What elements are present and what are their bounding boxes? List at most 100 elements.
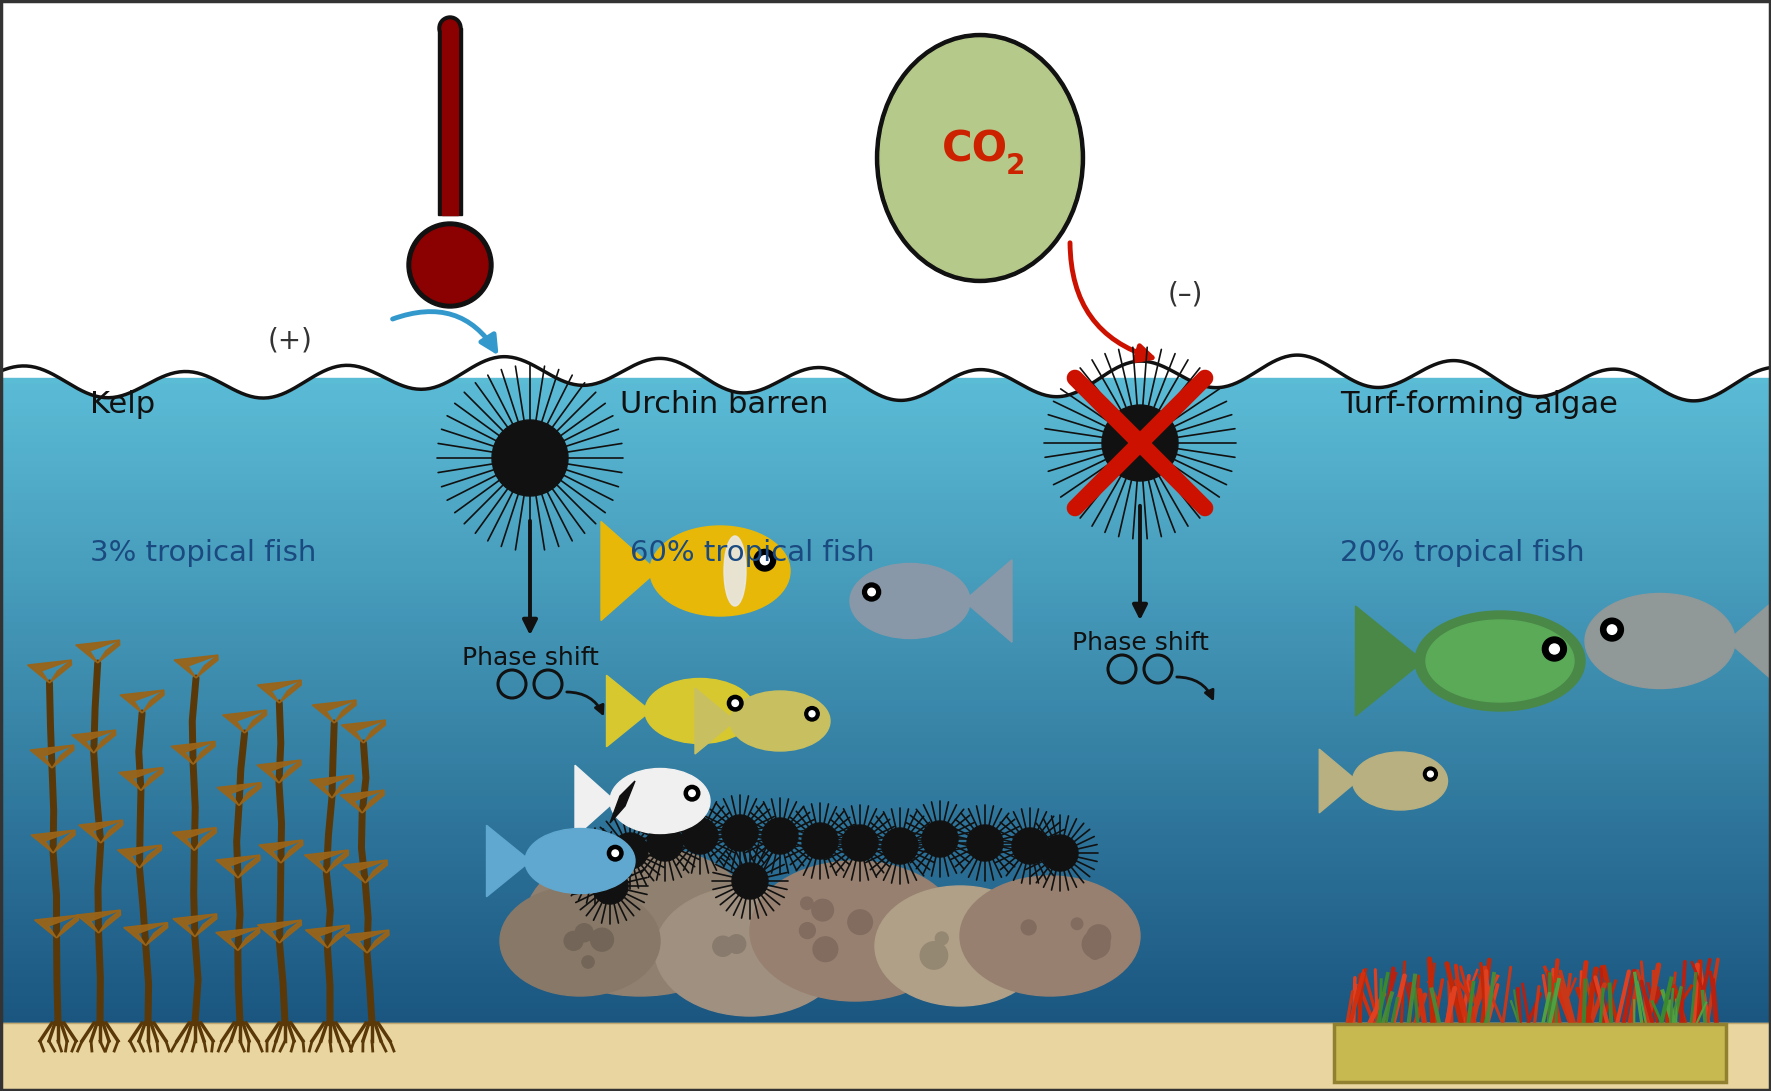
Circle shape: [646, 825, 684, 861]
Polygon shape: [728, 580, 754, 611]
Polygon shape: [0, 597, 1771, 603]
Polygon shape: [120, 691, 165, 714]
Polygon shape: [305, 925, 349, 948]
Polygon shape: [0, 585, 1771, 591]
Circle shape: [592, 868, 629, 904]
Circle shape: [1022, 920, 1036, 935]
Polygon shape: [586, 867, 607, 890]
Polygon shape: [305, 850, 349, 873]
Circle shape: [565, 932, 583, 950]
Circle shape: [1102, 405, 1178, 481]
Polygon shape: [365, 860, 388, 883]
Ellipse shape: [499, 886, 661, 996]
Polygon shape: [1319, 750, 1357, 813]
Polygon shape: [0, 829, 1771, 836]
Polygon shape: [78, 820, 122, 843]
Polygon shape: [0, 882, 1771, 888]
Ellipse shape: [1415, 611, 1585, 711]
Ellipse shape: [664, 537, 776, 606]
Polygon shape: [101, 820, 122, 843]
Polygon shape: [0, 572, 1771, 578]
Polygon shape: [0, 842, 1771, 849]
Circle shape: [443, 20, 459, 36]
Circle shape: [988, 927, 999, 938]
Circle shape: [799, 923, 815, 938]
Circle shape: [967, 825, 1002, 861]
Polygon shape: [0, 559, 1771, 565]
Polygon shape: [963, 560, 1011, 643]
Polygon shape: [193, 741, 214, 765]
Text: 3% tropical fish: 3% tropical fish: [90, 539, 317, 567]
Circle shape: [723, 815, 758, 851]
Polygon shape: [606, 675, 650, 746]
Polygon shape: [0, 636, 1771, 643]
Polygon shape: [0, 430, 1771, 436]
Polygon shape: [0, 823, 1771, 829]
Polygon shape: [51, 745, 74, 768]
Ellipse shape: [524, 828, 636, 894]
Circle shape: [595, 909, 622, 935]
Polygon shape: [0, 603, 1771, 610]
Polygon shape: [0, 849, 1771, 855]
Ellipse shape: [724, 536, 746, 606]
Circle shape: [848, 910, 873, 935]
Polygon shape: [0, 526, 1771, 532]
Ellipse shape: [650, 526, 790, 616]
Polygon shape: [0, 727, 1771, 733]
Polygon shape: [239, 782, 260, 805]
Ellipse shape: [1585, 594, 1736, 688]
Polygon shape: [237, 855, 260, 878]
Polygon shape: [0, 1023, 1771, 1091]
Polygon shape: [0, 397, 1771, 404]
Polygon shape: [0, 417, 1771, 423]
Polygon shape: [310, 775, 354, 798]
Circle shape: [1424, 767, 1438, 781]
Polygon shape: [0, 591, 1771, 597]
Polygon shape: [0, 978, 1771, 984]
Polygon shape: [0, 700, 1771, 707]
Polygon shape: [1509, 671, 1543, 706]
Ellipse shape: [1426, 620, 1574, 702]
Polygon shape: [0, 514, 1771, 520]
Polygon shape: [0, 488, 1771, 494]
Polygon shape: [237, 927, 260, 950]
FancyArrowPatch shape: [393, 312, 496, 351]
Circle shape: [1608, 625, 1617, 634]
Ellipse shape: [655, 886, 845, 1016]
Circle shape: [793, 938, 811, 957]
Polygon shape: [0, 888, 1771, 894]
Polygon shape: [1355, 606, 1424, 716]
Polygon shape: [0, 468, 1771, 475]
Text: 60% tropical fish: 60% tropical fish: [630, 539, 875, 567]
Polygon shape: [0, 997, 1771, 1004]
Polygon shape: [344, 860, 388, 883]
Circle shape: [1550, 644, 1560, 654]
Ellipse shape: [524, 846, 754, 996]
Polygon shape: [328, 925, 349, 948]
Polygon shape: [0, 862, 1771, 868]
Circle shape: [407, 221, 492, 308]
Polygon shape: [0, 643, 1771, 649]
Polygon shape: [34, 915, 78, 938]
Polygon shape: [0, 1004, 1771, 1010]
Polygon shape: [197, 655, 218, 678]
Polygon shape: [216, 855, 260, 878]
Polygon shape: [76, 910, 120, 933]
Circle shape: [762, 818, 799, 854]
Circle shape: [795, 935, 806, 946]
Circle shape: [590, 928, 615, 952]
Text: Kelp: Kelp: [90, 389, 156, 419]
Circle shape: [437, 16, 462, 40]
Polygon shape: [223, 710, 266, 733]
Polygon shape: [282, 840, 303, 863]
Polygon shape: [0, 630, 1771, 636]
Ellipse shape: [850, 563, 971, 638]
Text: 20% tropical fish: 20% tropical fish: [1341, 539, 1585, 567]
Polygon shape: [0, 616, 1771, 623]
Polygon shape: [0, 475, 1771, 481]
Circle shape: [616, 938, 639, 962]
Circle shape: [1601, 619, 1624, 642]
Polygon shape: [0, 449, 1771, 455]
Polygon shape: [0, 920, 1771, 926]
Polygon shape: [0, 733, 1771, 740]
